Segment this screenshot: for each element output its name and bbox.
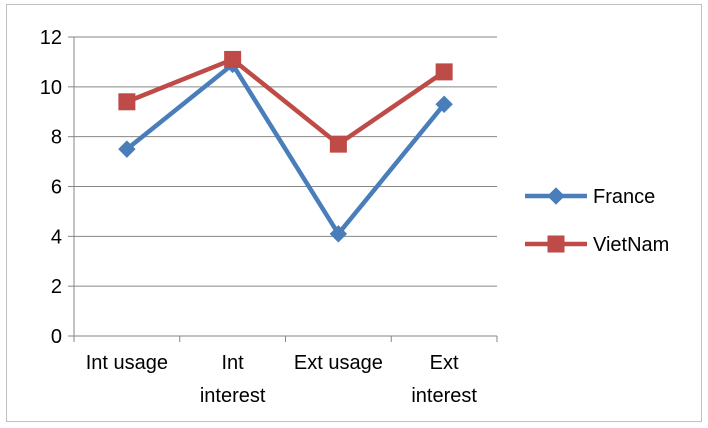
x-tick-label-line: Ext <box>430 352 459 374</box>
data-point-france <box>118 140 136 158</box>
data-point-france <box>435 95 453 113</box>
x-tick-label: Ext usage <box>294 352 383 374</box>
x-tick-label: Int interest <box>200 352 266 407</box>
y-tick-label: 0 <box>51 326 62 348</box>
data-point-vietnam <box>224 50 242 68</box>
y-axis-ticks: 0 2 4 6 8 10 12 <box>40 27 62 348</box>
series-vietnam <box>118 50 453 153</box>
x-tick-label-line: Int usage <box>86 352 168 374</box>
x-tick-label-line: Ext usage <box>294 352 383 374</box>
y-tick-label: 6 <box>51 177 62 199</box>
data-point-vietnam <box>118 93 136 111</box>
data-point-vietnam <box>435 63 453 81</box>
legend-item-vietnam: VietNam <box>525 234 669 256</box>
series-line-france <box>124 62 447 237</box>
data-point-france <box>329 225 348 243</box>
legend: France VietNam <box>525 186 669 256</box>
legend-item-france: France <box>525 186 655 208</box>
y-tick-label: 2 <box>51 276 62 298</box>
series-line-vietnam <box>124 57 447 147</box>
x-tick-label-line: interest <box>200 385 266 407</box>
legend-marker <box>547 235 565 253</box>
x-tick-label: Int usage <box>86 352 168 374</box>
y-tick-label: 8 <box>51 127 62 149</box>
y-tick-label: 10 <box>40 77 62 99</box>
x-axis-ticks: Int usage Int interest Ext usage Ext interest <box>86 352 478 407</box>
x-tick-label-line: interest <box>411 385 477 407</box>
legend-label: VietNam <box>593 234 669 256</box>
data-point-vietnam <box>329 135 347 153</box>
y-tick-label: 12 <box>40 27 62 49</box>
x-tick-label-line: Int <box>222 352 245 374</box>
legend-label: France <box>593 186 655 208</box>
x-tick-label: Ext interest <box>411 352 477 407</box>
axes <box>68 36 498 342</box>
legend-marker <box>547 187 565 205</box>
series-group <box>118 50 453 243</box>
y-tick-label: 4 <box>51 226 62 248</box>
gridlines <box>74 36 497 287</box>
